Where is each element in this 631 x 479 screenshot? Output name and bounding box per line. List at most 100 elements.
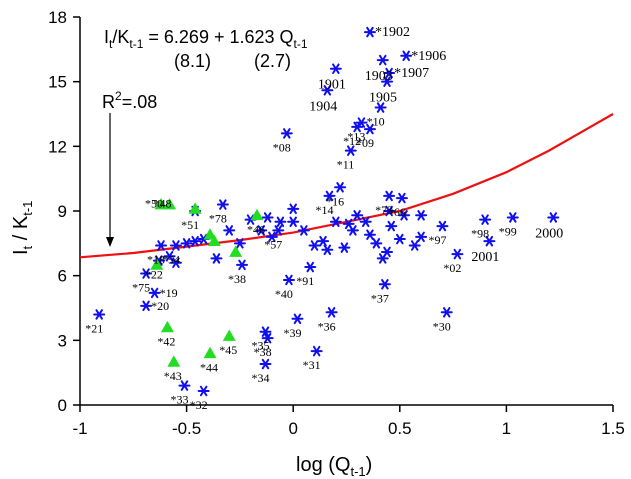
equation-rhs-sub: t-1 bbox=[294, 37, 308, 51]
star-point bbox=[436, 220, 449, 232]
star-point bbox=[329, 63, 342, 74]
star-point bbox=[259, 326, 272, 337]
equation-rhs: = 6.269 + 1.623 Q bbox=[143, 27, 293, 47]
star-stroke bbox=[417, 210, 425, 221]
point-label: *73 bbox=[375, 203, 393, 217]
star-stroke bbox=[263, 332, 272, 344]
star-stroke bbox=[289, 216, 297, 228]
star-point bbox=[479, 214, 492, 225]
star-stroke bbox=[199, 385, 208, 397]
star-point bbox=[259, 358, 272, 370]
star-point bbox=[363, 229, 376, 240]
star-stroke bbox=[238, 259, 246, 271]
star-stroke bbox=[509, 212, 517, 223]
star-stroke bbox=[402, 50, 410, 62]
point-label: *36 bbox=[318, 319, 336, 333]
point-label: *14 bbox=[315, 203, 333, 217]
star-point bbox=[323, 190, 336, 202]
star-stroke bbox=[310, 240, 319, 251]
point-label: *98 bbox=[471, 227, 489, 241]
star-point bbox=[169, 240, 182, 251]
star-point bbox=[272, 225, 285, 236]
star-stroke bbox=[438, 220, 447, 232]
star-point bbox=[282, 274, 295, 286]
r2-value: =.08 bbox=[122, 92, 158, 112]
star-stroke bbox=[353, 210, 361, 221]
point-label: 1905 bbox=[369, 91, 397, 106]
star-stroke bbox=[323, 244, 332, 256]
triangle-point bbox=[160, 320, 174, 333]
y-tick-label: 6 bbox=[58, 267, 67, 286]
star-stroke bbox=[387, 220, 396, 232]
star-stroke bbox=[199, 233, 208, 245]
star-stroke bbox=[385, 205, 393, 217]
star-stroke bbox=[325, 190, 334, 202]
point-labels-layer: *21*20*19*75*22*18*54*33 *32*51 *78*38*35*… bbox=[85, 25, 563, 412]
star-stroke bbox=[276, 216, 285, 228]
star-point bbox=[400, 50, 413, 62]
star-stroke bbox=[274, 225, 283, 236]
star-point bbox=[338, 242, 351, 253]
star-point bbox=[383, 67, 396, 79]
star-stroke bbox=[400, 210, 408, 221]
star-point bbox=[363, 123, 376, 135]
star-stroke bbox=[283, 128, 291, 139]
point-label: *16 bbox=[326, 194, 344, 208]
star-point bbox=[451, 248, 464, 260]
star-point bbox=[376, 253, 389, 264]
star-point bbox=[329, 216, 342, 228]
star-point bbox=[376, 54, 389, 66]
star-point bbox=[383, 205, 396, 217]
star-stroke bbox=[306, 261, 315, 273]
point-label: *38 bbox=[228, 272, 246, 286]
star-stroke bbox=[293, 313, 302, 325]
star-stroke bbox=[357, 117, 366, 128]
point-label: *97 bbox=[428, 233, 446, 247]
star-point bbox=[334, 182, 347, 193]
star-point bbox=[291, 313, 304, 325]
point-label: *34 bbox=[251, 371, 269, 385]
star-stroke bbox=[263, 212, 272, 223]
star-point bbox=[178, 380, 191, 391]
star-stroke bbox=[549, 212, 558, 223]
point-label: *31 bbox=[303, 358, 321, 372]
equation-lhs-k: /K bbox=[112, 27, 129, 47]
x-tick-label: -1 bbox=[72, 419, 87, 438]
r-squared-label: R2=.08 bbox=[102, 89, 157, 112]
star-point bbox=[265, 231, 278, 243]
star-stroke bbox=[344, 218, 353, 230]
r2-r: R bbox=[102, 92, 115, 112]
star-point bbox=[255, 225, 268, 236]
point-label: *78 bbox=[209, 212, 227, 226]
star-point bbox=[351, 210, 364, 221]
x-axis-label-tail: ) bbox=[366, 454, 373, 476]
star-stroke bbox=[246, 214, 255, 225]
star-stroke bbox=[385, 67, 393, 79]
star-stroke bbox=[257, 225, 265, 236]
star-point bbox=[415, 231, 428, 243]
triangle-point bbox=[167, 355, 181, 367]
star-point bbox=[169, 257, 182, 268]
star-stroke bbox=[219, 199, 227, 210]
star-stroke bbox=[336, 182, 344, 193]
point-label: *10 bbox=[367, 115, 385, 129]
star-point bbox=[321, 85, 334, 96]
point-label: *44 bbox=[200, 360, 218, 374]
star-point bbox=[381, 76, 394, 87]
star-stroke bbox=[332, 63, 340, 74]
se-slope: (2.7) bbox=[254, 51, 291, 71]
star-stroke bbox=[347, 145, 355, 156]
point-label: *19 bbox=[160, 286, 178, 300]
star-point bbox=[223, 225, 236, 236]
star-stroke bbox=[481, 214, 489, 225]
point-label: *1907 bbox=[394, 66, 429, 81]
star-point bbox=[383, 190, 396, 202]
point-label: *45 bbox=[219, 343, 237, 357]
star-stroke bbox=[172, 257, 180, 268]
x-tick-label: 1.5 bbox=[601, 419, 625, 438]
star-stroke bbox=[410, 240, 419, 251]
point-label: *40 bbox=[275, 287, 293, 301]
star-point bbox=[163, 251, 176, 262]
point-label: *18 bbox=[147, 252, 165, 266]
